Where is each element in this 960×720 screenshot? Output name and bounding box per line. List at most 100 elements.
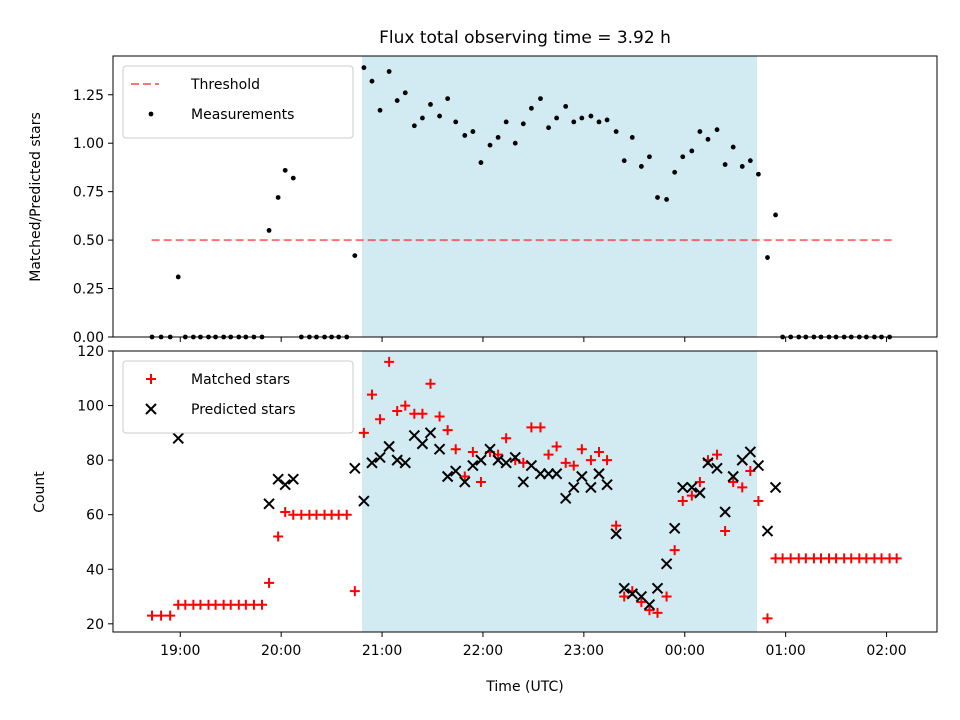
measurement-point bbox=[773, 212, 778, 218]
predicted-star-point bbox=[279, 478, 291, 491]
legend-box bbox=[122, 360, 354, 434]
matched-star-point bbox=[712, 449, 723, 460]
matched-star-point bbox=[518, 457, 529, 468]
measurement-point bbox=[621, 158, 627, 164]
matched-star-point bbox=[425, 378, 436, 389]
matched-star-point bbox=[669, 545, 680, 556]
measurement-point bbox=[613, 129, 619, 134]
y-tick-label: 0.75 bbox=[73, 185, 104, 201]
legend-measurement-swatch bbox=[148, 111, 154, 117]
predicted-star-point bbox=[677, 481, 689, 494]
matched-star-point bbox=[392, 406, 403, 417]
legend-predicted-swatch bbox=[145, 403, 157, 415]
y-tick-label: 0.25 bbox=[73, 282, 104, 298]
predicted-star-point bbox=[517, 476, 530, 488]
matched-star-point bbox=[256, 599, 267, 610]
measurement-point bbox=[453, 119, 459, 125]
predicted-star-point bbox=[450, 465, 462, 477]
matched-star-point bbox=[467, 446, 478, 457]
matched-star-point bbox=[366, 389, 377, 400]
predicted-star-point bbox=[358, 495, 370, 507]
predicted-star-point bbox=[651, 582, 664, 595]
predicted-star-point bbox=[484, 443, 496, 455]
matched-star-point bbox=[636, 596, 647, 607]
predicted-star-point bbox=[500, 457, 512, 469]
x-axis-label: Time (UTC) bbox=[485, 679, 563, 695]
measurement-point bbox=[528, 105, 534, 111]
matched-star-point bbox=[891, 553, 902, 564]
measurement-point bbox=[478, 160, 484, 165]
plot-frame bbox=[112, 350, 938, 633]
matched-star-point bbox=[501, 433, 512, 444]
matched-star-point bbox=[753, 496, 764, 507]
predicted-star-point bbox=[349, 462, 361, 475]
matched-star-point bbox=[450, 444, 461, 455]
predicted-star-point bbox=[559, 492, 572, 505]
measurement-point bbox=[579, 115, 585, 121]
measurement-point bbox=[512, 140, 518, 146]
matched-star-point bbox=[526, 422, 537, 433]
predicted-star-point bbox=[593, 468, 605, 480]
predicted-star-point bbox=[694, 487, 706, 499]
matched-star-point bbox=[264, 577, 275, 588]
matched-star-point bbox=[165, 610, 176, 621]
measurement-point bbox=[538, 96, 543, 102]
matched-star-point bbox=[273, 531, 284, 542]
y-tick-label: 0.00 bbox=[73, 330, 104, 346]
measurement-point bbox=[445, 96, 451, 102]
predicted-star-point bbox=[719, 506, 731, 518]
measurement-point bbox=[462, 133, 468, 138]
matched-star-point bbox=[375, 414, 386, 425]
x-tick-label: 21:00 bbox=[362, 643, 402, 659]
predicted-star-point bbox=[568, 481, 580, 494]
x-tick-label: 02:00 bbox=[866, 643, 906, 659]
x-tick-label: 01:00 bbox=[765, 643, 805, 659]
measurement-point bbox=[705, 136, 711, 142]
measurement-point bbox=[402, 90, 408, 96]
chart-title: Flux total observing time = 3.92 h bbox=[379, 28, 671, 48]
legend-matched-swatch bbox=[146, 374, 156, 384]
matched-star-point bbox=[762, 613, 773, 624]
legend-label: Matched stars bbox=[191, 372, 290, 388]
plot-frame bbox=[112, 55, 938, 338]
matched-star-point bbox=[156, 610, 167, 621]
matched-star-point bbox=[720, 526, 731, 537]
matched-star-point bbox=[585, 455, 596, 466]
matched-star-point bbox=[349, 586, 360, 597]
measurement-point bbox=[689, 148, 695, 154]
measurement-point bbox=[629, 134, 635, 140]
measurement-point bbox=[739, 164, 745, 169]
y-tick-label: 20 bbox=[86, 617, 104, 633]
y-tick-label: 1.00 bbox=[73, 136, 104, 152]
predicted-star-point bbox=[441, 470, 454, 483]
predicted-star-point bbox=[610, 528, 622, 540]
predicted-star-point bbox=[525, 459, 538, 472]
y-axis-label-ratio: Matched/Predicted stars bbox=[28, 112, 44, 282]
predicted-star-point bbox=[769, 481, 782, 494]
predicted-star-point bbox=[492, 454, 504, 466]
measurement-point bbox=[664, 197, 669, 202]
predicted-star-point bbox=[686, 481, 698, 494]
predicted-star-point bbox=[433, 443, 446, 455]
matched-star-point bbox=[543, 449, 554, 460]
matched-star-point bbox=[400, 400, 411, 411]
measurement-point bbox=[554, 115, 560, 121]
measurement-point bbox=[765, 255, 770, 260]
predicted-star-point bbox=[601, 478, 613, 491]
observing-span bbox=[361, 56, 758, 337]
predicted-star-point bbox=[399, 457, 411, 469]
x-tick-label: 20:00 bbox=[261, 643, 301, 659]
predicted-star-point bbox=[475, 454, 487, 466]
measurement-point bbox=[282, 167, 288, 173]
matched-star-point bbox=[147, 610, 158, 621]
predicted-star-point bbox=[585, 481, 597, 494]
predicted-star-point bbox=[576, 470, 588, 483]
predicted-star-point bbox=[727, 470, 739, 483]
matched-star-point bbox=[280, 506, 291, 517]
y-tick-label: 100 bbox=[77, 399, 104, 415]
measurement-point bbox=[571, 119, 577, 125]
predicted-star-point bbox=[467, 459, 479, 472]
measurement-point bbox=[672, 169, 678, 175]
measurement-point bbox=[604, 117, 610, 123]
